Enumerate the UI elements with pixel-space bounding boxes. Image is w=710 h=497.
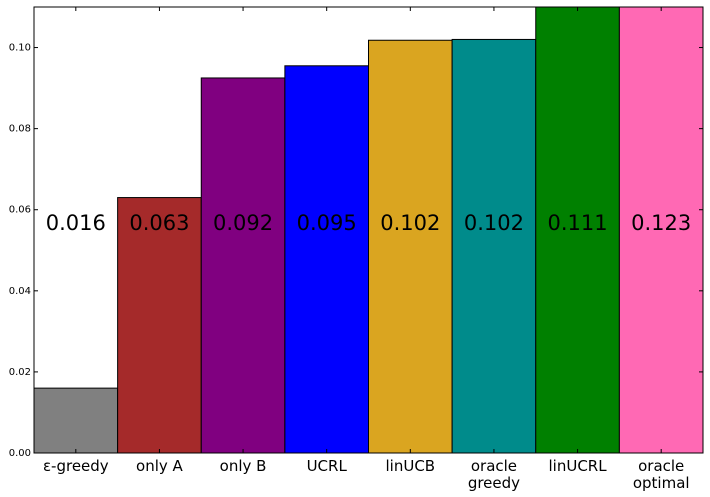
bar-4 [368, 39, 453, 454]
x-tick-label-5-line-0: oracle [471, 457, 517, 475]
y-tick-label-5: 0.10 [9, 43, 31, 54]
y-tick-label-3: 0.06 [9, 205, 31, 216]
x-tick-label-7-line-0: oracle [638, 457, 684, 475]
x-tick-label-3: UCRL [307, 457, 348, 475]
plot-frame [33, 6, 704, 454]
bar-1 [117, 197, 202, 454]
value-label-2: 0.092 [213, 211, 273, 235]
bar-3 [284, 65, 369, 454]
value-label-0: 0.016 [46, 211, 106, 235]
value-label-4: 0.102 [380, 211, 440, 235]
x-tick-label-4: linUCB [386, 457, 436, 475]
y-tick-label-0: 0.00 [9, 448, 31, 459]
value-label-3: 0.095 [297, 211, 357, 235]
value-label-6: 0.111 [548, 211, 608, 235]
value-labels-group: 0.016 0.063 0.092 0.095 0.102 0.102 0.111 0.123 [46, 211, 692, 235]
y-axis: 0.00 0.02 0.04 0.06 0.08 0.10 [9, 43, 703, 459]
x-tick-label-5-line-1: greedy [468, 474, 520, 492]
y-tick-label-2: 0.04 [9, 286, 31, 297]
y-tick-label-4: 0.08 [9, 124, 31, 135]
value-label-1: 0.063 [129, 211, 189, 235]
x-tick-label-1: only A [136, 457, 183, 475]
x-tick-label-2: only B [220, 457, 267, 475]
bars-group [33, 6, 704, 454]
value-label-5: 0.102 [464, 211, 524, 235]
x-tick-label-7-line-1: optimal [633, 474, 690, 492]
y-tick-label-1: 0.02 [9, 367, 31, 378]
bar-0 [33, 387, 119, 454]
bar-5 [451, 38, 537, 454]
x-tick-label-0: ε-greedy [43, 457, 109, 475]
bar-7 [618, 6, 704, 454]
x-tick-label-6: linUCRL [549, 457, 608, 475]
value-label-7: 0.123 [631, 211, 691, 235]
bar-2 [200, 77, 286, 454]
